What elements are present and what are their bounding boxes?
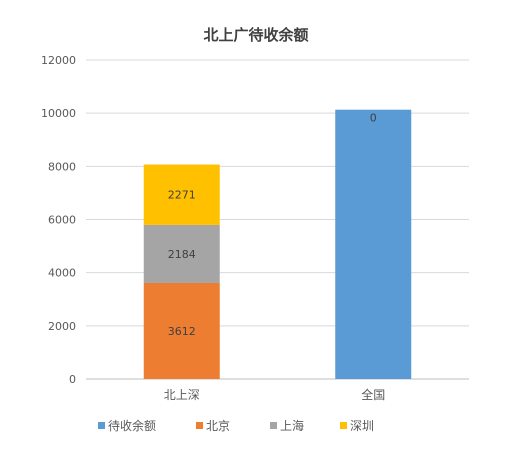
x-tick-label: 北上深 bbox=[164, 388, 200, 402]
data-label: 3612 bbox=[168, 325, 196, 338]
y-tick-label: 6000 bbox=[48, 214, 76, 227]
legend-label: 上海 bbox=[280, 418, 304, 433]
gridlines bbox=[86, 59, 469, 327]
y-tick-label: 0 bbox=[69, 373, 76, 386]
legend-swatch bbox=[196, 422, 203, 429]
data-label: 0 bbox=[370, 112, 377, 125]
legend-swatch bbox=[98, 422, 105, 429]
legend-label: 北京 bbox=[206, 419, 230, 433]
legend-swatch bbox=[270, 422, 277, 429]
bar-segment bbox=[143, 224, 220, 283]
x-tick-label: 全国 bbox=[361, 387, 385, 402]
bar-segment bbox=[335, 109, 412, 380]
legend: 待收余额 北京 上海 深圳 bbox=[98, 418, 374, 433]
data-label: 2271 bbox=[168, 189, 196, 202]
y-tick-label: 12000 bbox=[41, 54, 76, 67]
legend-label: 深圳 bbox=[350, 419, 374, 433]
legend-swatch bbox=[340, 422, 347, 429]
data-label: 2184 bbox=[168, 248, 196, 261]
bars: 3612 2184 2271 0 bbox=[143, 109, 412, 380]
chart-title: 北上广待收余额 bbox=[203, 26, 308, 44]
y-tick-label: 4000 bbox=[48, 267, 76, 280]
y-tick-label: 2000 bbox=[48, 320, 76, 333]
y-tick-label: 8000 bbox=[48, 160, 76, 173]
bar-segment bbox=[143, 282, 220, 379]
x-axis: 北上深 全国 bbox=[164, 387, 386, 402]
y-tick-label: 10000 bbox=[41, 107, 76, 120]
bar-segment bbox=[143, 164, 220, 225]
legend-label: 待收余额 bbox=[108, 418, 156, 433]
